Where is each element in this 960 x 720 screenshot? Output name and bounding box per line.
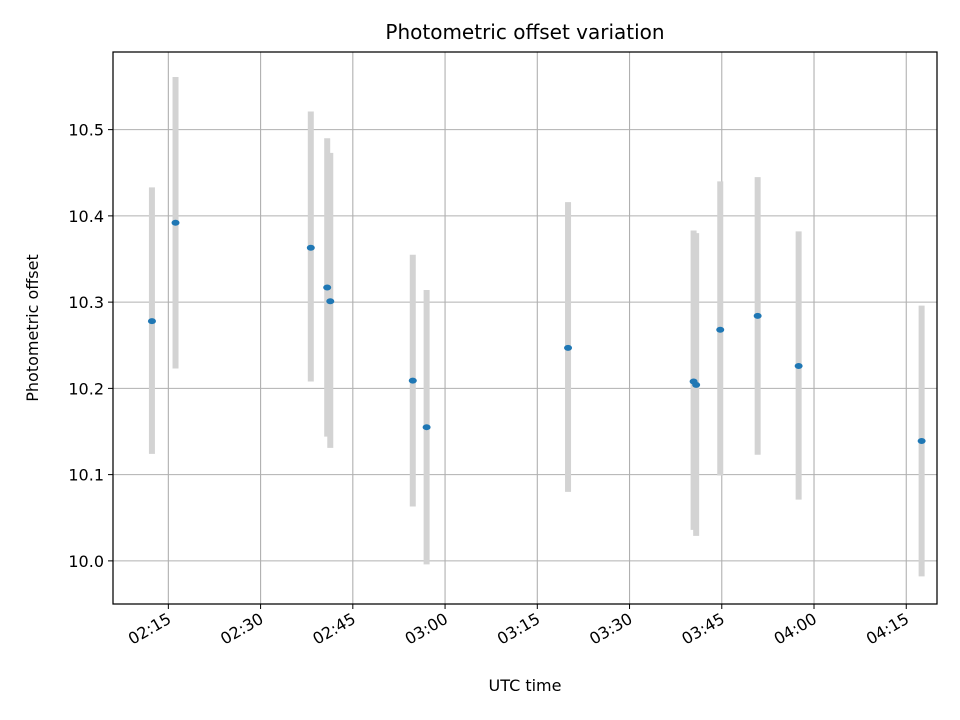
data-point	[326, 298, 335, 305]
y-tick-label: 10.4	[68, 207, 104, 226]
data-point	[408, 377, 417, 384]
data-point	[422, 424, 431, 431]
data-point	[917, 437, 926, 444]
data-points	[147, 219, 926, 444]
y-axis-label: Photometric offset	[23, 254, 42, 402]
data-point	[794, 362, 803, 369]
y-tick-label: 10.3	[68, 293, 104, 312]
data-point	[147, 318, 156, 325]
data-point	[306, 244, 315, 251]
y-tick-label: 10.5	[68, 121, 104, 140]
data-point	[323, 284, 332, 291]
y-tick-label: 10.1	[68, 466, 104, 485]
data-point	[692, 381, 701, 388]
x-axis-label: UTC time	[489, 676, 562, 695]
data-point	[564, 344, 573, 351]
data-point	[171, 219, 180, 226]
y-tick-label: 10.0	[68, 552, 104, 571]
data-point	[753, 312, 762, 319]
data-point	[716, 326, 725, 333]
y-tick-label: 10.2	[68, 379, 104, 398]
plot-frame	[112, 51, 938, 605]
chart-title: Photometric offset variation	[385, 20, 664, 44]
y-axis-ticks: 10.0 10.1 10.2 10.3 10.4 10.5	[68, 121, 113, 571]
